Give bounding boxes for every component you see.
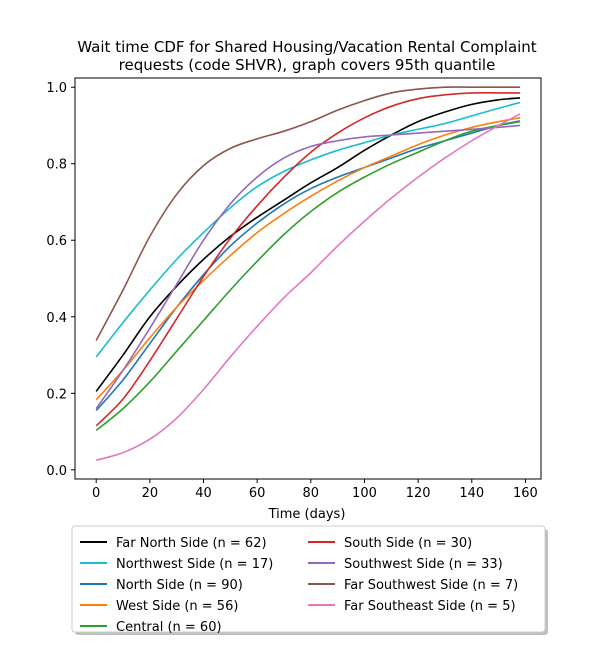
legend: Far North Side (n = 62) Northwest Side (n… <box>71 525 548 635</box>
y-tick-label: 0.2 <box>46 387 67 402</box>
legend-label-5: South Side (n = 30) <box>344 536 472 551</box>
series-line-2 <box>95 120 521 412</box>
legend-label-3: West Side (n = 56) <box>116 599 238 614</box>
chart-title-line2: requests (code SHVR), graph covers 95th … <box>119 56 496 74</box>
legend-label-1: Northwest Side (n = 17) <box>116 557 273 572</box>
series-line-3 <box>95 117 521 401</box>
x-tick-label: 100 <box>352 486 377 501</box>
y-tick-label: 0.0 <box>46 464 67 479</box>
x-tick-label: 120 <box>406 486 431 501</box>
plot-lines <box>95 86 521 462</box>
x-axis-label: Time (days) <box>268 507 346 522</box>
legend-entries: Far North Side (n = 62) Northwest Side (n… <box>80 536 518 635</box>
series-line-6 <box>95 124 521 410</box>
series-line-4 <box>95 120 521 432</box>
x-tick-label: 40 <box>195 486 212 501</box>
x-axis-ticks: 0 20 40 60 80 100 120 140 160 <box>92 479 538 501</box>
series-line-5 <box>95 91 521 427</box>
x-tick-label: 140 <box>459 486 484 501</box>
x-tick-label: 20 <box>142 486 159 501</box>
series-line-8 <box>95 113 521 462</box>
y-axis-ticks: 0.0 0.2 0.4 0.6 0.8 1.0 <box>46 81 75 479</box>
legend-box <box>71 525 546 633</box>
legend-label-2: North Side (n = 90) <box>116 578 243 593</box>
chart-title-line1: Wait time CDF for Shared Housing/Vacatio… <box>77 38 536 56</box>
legend-label-6: Southwest Side (n = 33) <box>344 557 503 572</box>
legend-label-8: Far Southeast Side (n = 5) <box>344 599 516 614</box>
x-tick-label: 60 <box>249 486 266 501</box>
legend-label-7: Far Southwest Side (n = 7) <box>344 578 518 593</box>
series-line-0 <box>95 97 521 392</box>
series-line-7 <box>95 86 521 341</box>
legend-label-4: Central (n = 60) <box>116 620 222 635</box>
y-tick-label: 0.6 <box>46 234 67 249</box>
y-tick-label: 0.8 <box>46 158 67 173</box>
x-tick-label: 0 <box>92 486 100 501</box>
plot-frame <box>74 77 542 480</box>
legend-label-0: Far North Side (n = 62) <box>116 536 267 551</box>
x-tick-label: 160 <box>513 486 538 501</box>
y-tick-label: 0.4 <box>46 311 67 326</box>
x-tick-label: 80 <box>303 486 320 501</box>
series-line-1 <box>95 101 521 358</box>
y-tick-label: 1.0 <box>46 81 67 96</box>
